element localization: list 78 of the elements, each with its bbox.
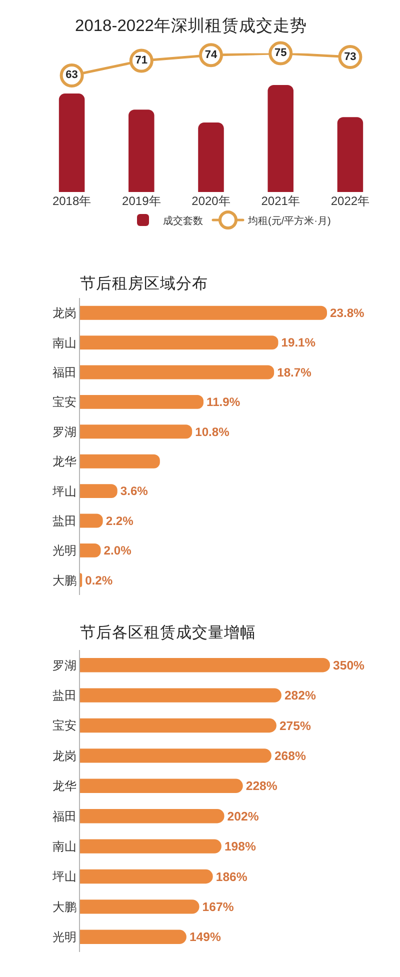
data-label: 71 [135, 54, 148, 66]
data-label: 268% [274, 748, 306, 763]
bar [268, 85, 294, 192]
y-tick-label: 龙岗 [52, 306, 77, 320]
data-label: 198% [224, 840, 256, 854]
chart-title: 节后各区租赁成交量增幅 [80, 623, 256, 642]
data-label: 2.2% [106, 514, 134, 528]
y-tick-label: 龙岗 [52, 748, 77, 763]
bar [80, 514, 103, 528]
y-tick-label: 南山 [52, 840, 77, 854]
bar [80, 424, 192, 439]
data-label: 10.8% [195, 424, 230, 439]
y-tick-label: 罗湖 [52, 424, 77, 439]
legend-label: 均租(元/平方米·月) [247, 214, 331, 227]
bar [198, 122, 224, 192]
chart-title: 2018-2022年深圳租赁成交走势 [75, 16, 307, 35]
data-label: 3.6% [120, 484, 148, 498]
data-label: 75 [274, 47, 287, 60]
legend-label: 成交套数 [163, 214, 203, 227]
bar [337, 117, 364, 192]
y-tick-label: 大鹏 [52, 573, 77, 588]
bar [80, 365, 274, 380]
bar [80, 900, 200, 914]
bar [58, 94, 85, 192]
data-label: 0.2% [85, 573, 113, 588]
data-label: 149% [189, 930, 221, 944]
y-tick-label: 罗湖 [52, 658, 77, 672]
y-tick-label: 盐田 [52, 514, 77, 528]
y-tick-label: 光明 [52, 544, 77, 558]
y-tick-label: 龙华 [52, 454, 77, 469]
data-label: 73 [344, 50, 356, 63]
bar [80, 930, 186, 944]
data-label: 186% [216, 870, 248, 884]
x-tick-label: 2019年 [122, 194, 161, 208]
y-tick-label: 坪山 [52, 870, 77, 884]
y-tick-label: 宝安 [52, 718, 77, 733]
bar [128, 110, 154, 192]
data-label: 202% [227, 809, 259, 824]
data-label: 18.7% [277, 365, 312, 380]
data-label: 74 [204, 48, 218, 61]
bar [80, 543, 101, 558]
bar [80, 336, 278, 350]
data-label: 2.0% [104, 544, 132, 558]
bar [80, 484, 118, 498]
y-tick-label: 光明 [52, 930, 77, 944]
bar [80, 688, 282, 702]
x-tick-label: 2018年 [52, 194, 92, 208]
bar [80, 718, 276, 733]
bar [80, 839, 222, 854]
bar [80, 658, 330, 672]
bar [80, 306, 327, 320]
y-tick-label: 福田 [52, 365, 77, 380]
data-label: 19.1% [281, 336, 316, 350]
x-tick-label: 2021年 [261, 194, 300, 208]
x-tick-label: 2020年 [192, 194, 230, 208]
data-label: 228% [246, 779, 278, 794]
data-label: 11.9% [206, 395, 240, 410]
data-label: 350% [333, 658, 365, 672]
y-tick-label: 福田 [52, 809, 77, 824]
data-label: 23.8% [330, 306, 365, 320]
bar [80, 454, 160, 468]
y-tick-label: 宝安 [52, 395, 77, 410]
y-tick-label: 南山 [52, 336, 77, 350]
data-label: 275% [279, 718, 311, 733]
bar [80, 809, 224, 824]
bar [80, 869, 213, 884]
bar [80, 778, 243, 793]
x-tick-label: 2022年 [330, 194, 370, 208]
y-tick-label: 盐田 [52, 688, 77, 702]
bar [80, 394, 204, 409]
y-tick-label: 龙华 [52, 779, 77, 794]
data-label: 282% [284, 688, 316, 703]
y-tick-label: 大鹏 [52, 900, 77, 914]
data-label: 167% [202, 900, 234, 914]
y-tick-label: 坪山 [52, 484, 77, 498]
data-label: 63 [66, 69, 78, 82]
bar [80, 748, 272, 763]
chart-title: 节后租房区域分布 [80, 274, 208, 292]
